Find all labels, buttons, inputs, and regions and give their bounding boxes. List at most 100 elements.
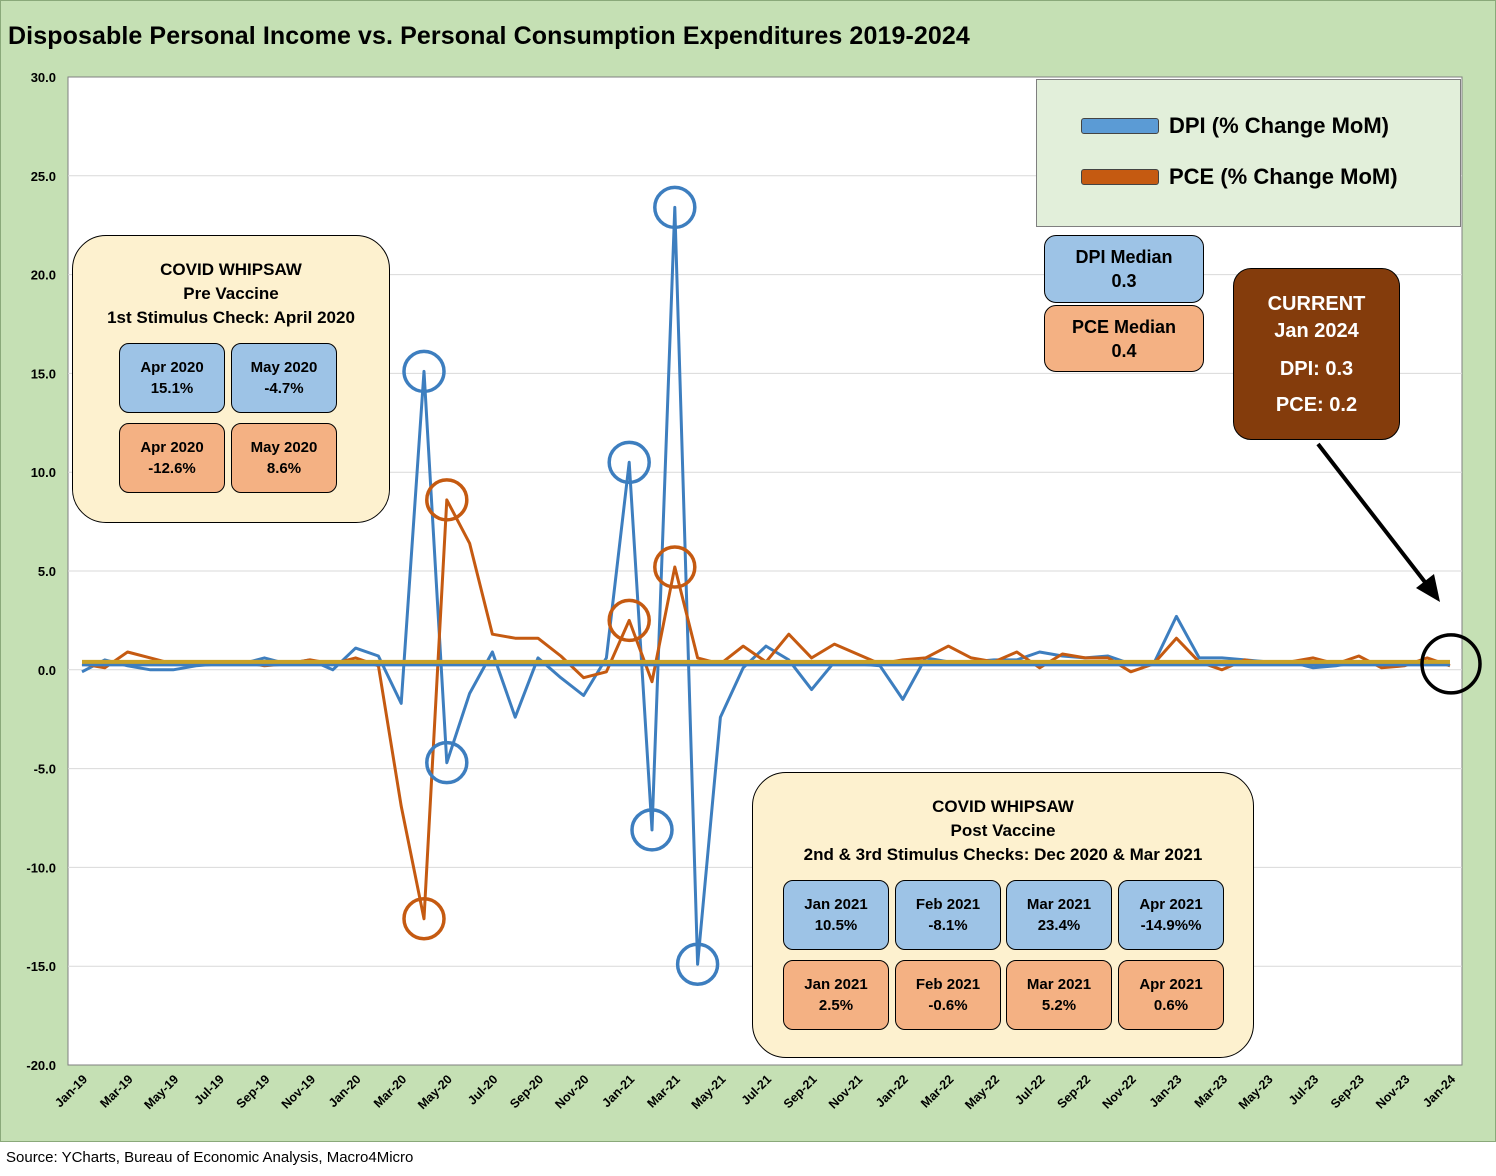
x-tick-label: May-21 [689, 1072, 729, 1112]
callout-pre-cell: May 2020 -4.7% [231, 343, 337, 413]
callout-post-subheading: Post Vaccine [950, 821, 1056, 840]
cell-value: -4.7% [264, 380, 304, 397]
y-tick-label: 15.0 [31, 366, 56, 381]
legend-item-pce: PCE (% Change MoM) [1081, 164, 1398, 190]
x-tick-label: Jul-19 [191, 1072, 226, 1107]
callout-pre-subheading: Pre Vaccine [183, 284, 279, 303]
current-date: Jan 2024 [1274, 320, 1359, 342]
current-arrow-head [1416, 574, 1440, 602]
x-tick-label: Mar-23 [1192, 1072, 1230, 1110]
legend-label-pce: PCE (% Change MoM) [1169, 164, 1398, 189]
callout-post-vaccine: COVID WHIPSAW Post Vaccine 2nd & 3rd Sti… [752, 772, 1254, 1058]
y-tick-label: -15.0 [26, 959, 56, 974]
dpi-median-label: DPI Median [1075, 247, 1173, 267]
cell-month: May 2020 [250, 439, 318, 456]
x-tick-label: Jul-23 [1286, 1072, 1321, 1107]
callout-post-cell: Jan 2021 10.5% [783, 880, 889, 950]
y-tick-label: -5.0 [34, 762, 56, 777]
cell-month: Apr 2021 [1139, 896, 1203, 913]
callout-post-heading: COVID WHIPSAW [932, 797, 1074, 816]
y-tick-label: 5.0 [38, 564, 56, 579]
callout-post-cell: Apr 2021 0.6% [1118, 960, 1224, 1030]
x-tick-label: Mar-22 [918, 1072, 956, 1110]
current-dpi: DPI: 0.3 [1279, 358, 1354, 380]
cell-value: -14.9%% [1140, 917, 1202, 934]
cell-value: -0.6% [928, 997, 968, 1014]
x-tick-label: Mar-20 [371, 1072, 409, 1110]
y-tick-label: 25.0 [31, 169, 56, 184]
dpi-highlight-marker [675, 942, 720, 986]
pce-highlight-marker [402, 897, 446, 941]
cell-value: 8.6% [266, 460, 302, 477]
dpi-median-box: DPI Median 0.3 [1044, 235, 1204, 303]
cell-value: 15.1% [150, 380, 194, 397]
pce-highlight-marker [607, 598, 651, 643]
x-tick-label: Jul-22 [1012, 1072, 1047, 1107]
current-heading: CURRENT [1267, 293, 1366, 315]
pce-median-label: PCE Median [1071, 316, 1177, 337]
x-tick-label: Sep-23 [1328, 1072, 1367, 1111]
x-tick-label: Jan-22 [873, 1072, 911, 1110]
source-note: Source: YCharts, Bureau of Economic Anal… [6, 1149, 414, 1166]
cell-month: Jan 2021 [804, 976, 868, 993]
x-tick-label: Mar-21 [645, 1072, 683, 1110]
dpi-median-value: 0.3 [1111, 271, 1137, 291]
pce-median-value: 0.4 [1111, 340, 1137, 361]
pce-highlight-marker [653, 545, 697, 589]
x-tick-label: Jan-20 [326, 1072, 364, 1110]
y-tick-label: 10.0 [31, 465, 56, 480]
x-tick-label: Jan-24 [1420, 1072, 1458, 1110]
y-tick-label: -20.0 [26, 1058, 56, 1073]
x-tick-label: May-20 [415, 1072, 455, 1112]
callout-post-cell: Mar 2021 5.2% [1006, 960, 1112, 1030]
current-arrow [1316, 442, 1430, 588]
cell-month: Feb 2021 [915, 976, 981, 993]
callout-post-cell: Feb 2021 -0.6% [895, 960, 1001, 1030]
dpi-highlight-marker [653, 185, 697, 230]
legend-swatch-dpi [1081, 118, 1159, 134]
cell-value: 23.4% [1037, 917, 1081, 934]
callout-pre-stimulus: 1st Stimulus Check: April 2020 [107, 308, 355, 327]
x-tick-label: Jul-20 [465, 1072, 500, 1107]
callout-pre-cell: Apr 2020 15.1% [119, 343, 225, 413]
cell-value: 10.5% [814, 917, 858, 934]
x-tick-label: Nov-23 [1373, 1072, 1412, 1111]
x-tick-label: Nov-21 [826, 1072, 865, 1111]
pce-highlight-marker [425, 478, 469, 522]
callout-post-stimulus: 2nd & 3rd Stimulus Checks: Dec 2020 & Ma… [803, 845, 1203, 864]
y-tick-label: 20.0 [31, 268, 56, 283]
cell-value: 0.6% [1153, 997, 1189, 1014]
pce-median-box: PCE Median 0.4 [1044, 305, 1204, 372]
x-tick-label: Jan-23 [1147, 1072, 1185, 1110]
cell-month: Apr 2020 [140, 439, 204, 456]
legend-label-dpi: DPI (% Change MoM) [1169, 113, 1389, 138]
cell-month: Mar 2021 [1026, 976, 1092, 993]
x-tick-label: Nov-22 [1100, 1072, 1139, 1111]
y-tick-label: 30.0 [31, 70, 56, 85]
y-tick-label: -10.0 [26, 860, 56, 875]
y-tick-label: 0.0 [38, 663, 56, 678]
current-pce: PCE: 0.2 [1275, 394, 1358, 416]
dpi-highlight-marker [425, 740, 469, 785]
callout-post-cell: Apr 2021 -14.9%% [1118, 880, 1224, 950]
chart-title: Disposable Personal Income vs. Personal … [8, 22, 970, 50]
callout-post-cell: Mar 2021 23.4% [1006, 880, 1112, 950]
callout-pre-vaccine: COVID WHIPSAW Pre Vaccine 1st Stimulus C… [72, 235, 390, 523]
x-tick-label: May-19 [141, 1072, 181, 1112]
dpi-highlight-marker [402, 349, 446, 394]
cell-month: May 2020 [250, 359, 318, 376]
cell-value: 5.2% [1041, 997, 1077, 1014]
cell-value: -12.6% [148, 460, 196, 477]
x-tick-label: Sep-20 [507, 1072, 546, 1111]
cell-value: 2.5% [818, 997, 854, 1014]
x-tick-label: May-22 [962, 1072, 1002, 1112]
cell-month: Apr 2020 [140, 359, 204, 376]
x-tick-label: Nov-19 [279, 1072, 318, 1111]
current-box: CURRENT Jan 2024 DPI: 0.3 PCE: 0.2 [1233, 268, 1400, 440]
x-tick-label: Sep-21 [781, 1072, 820, 1111]
current-marker [1420, 633, 1482, 695]
legend-swatch-pce [1081, 169, 1159, 185]
x-tick-label: Sep-22 [1054, 1072, 1093, 1111]
callout-post-cell: Jan 2021 2.5% [783, 960, 889, 1030]
dpi-highlight-marker [630, 808, 674, 852]
